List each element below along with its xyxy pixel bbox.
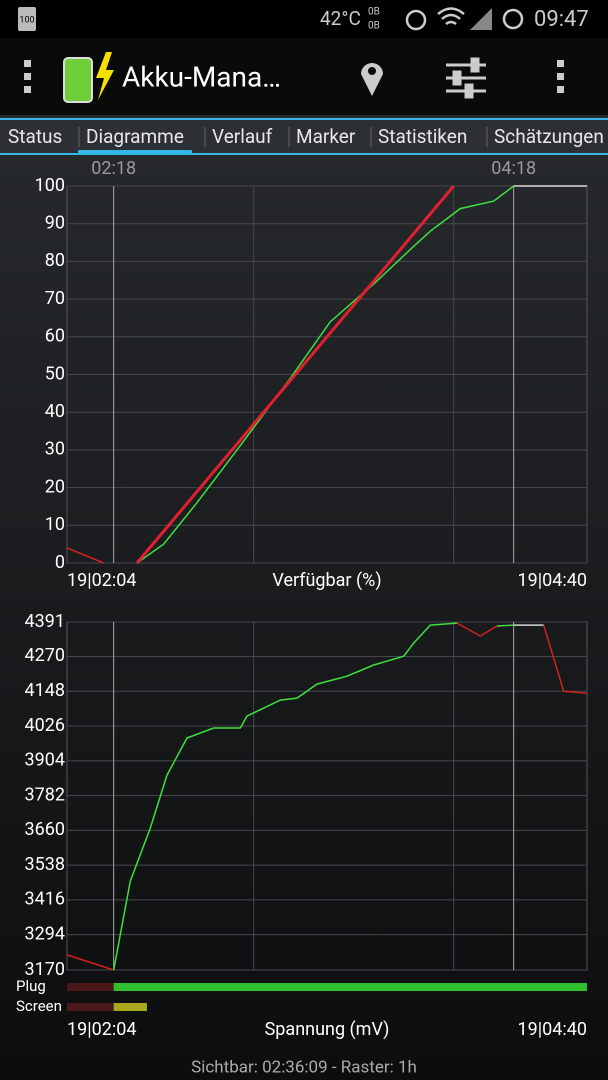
x-tick-label: 19|04:40 [518, 570, 587, 591]
marker-label: 04:18 [491, 158, 536, 179]
location-button[interactable] [361, 63, 383, 96]
state-segment [113, 983, 588, 991]
tab-indicator [78, 150, 192, 154]
x-tick-label: 19|04:40 [518, 1019, 587, 1040]
y-tick-label: 50 [45, 363, 65, 384]
y-tick-label: 100 [35, 175, 65, 196]
y-tick-label: 20 [45, 476, 65, 497]
y-tick-label: 3538 [25, 854, 65, 875]
data-line [66, 954, 114, 971]
y-tick-label: 40 [45, 401, 65, 422]
data-line [456, 622, 498, 637]
menu-button[interactable] [24, 60, 31, 93]
battery-icon [18, 7, 36, 31]
tab[interactable]: Schätzungen [494, 125, 604, 148]
tab[interactable]: Status [8, 125, 62, 148]
y-tick-label: 3416 [25, 889, 65, 910]
y-tick-label: 70 [45, 288, 65, 309]
y-tick-label: 3904 [25, 750, 65, 771]
data-line [136, 185, 515, 564]
overflow-button[interactable] [557, 60, 564, 93]
data-line [496, 624, 514, 627]
app-icon-bolt [96, 52, 114, 100]
tab[interactable]: Diagramme [86, 125, 184, 148]
chart-title: Spannung (mV) [265, 1019, 390, 1040]
wifi-icon [437, 7, 465, 26]
state-segment [67, 1003, 114, 1011]
y-tick-label: 3660 [25, 819, 65, 840]
sync-icon [502, 8, 524, 30]
data-line [542, 624, 588, 695]
data-line [66, 547, 104, 564]
marker-label: 02:18 [91, 158, 136, 179]
y-tick-label: 10 [45, 514, 65, 535]
clock: 09:47 [534, 7, 589, 32]
footer: Sichtbar: 02:36:09 - Raster: 1h [191, 1057, 417, 1077]
y-tick-label: 3782 [25, 784, 65, 805]
y-tick-label: 4148 [25, 680, 65, 701]
y-tick-label: 4391 [25, 611, 65, 632]
y-tick-label: 90 [45, 212, 65, 233]
location-dot [368, 67, 376, 75]
app-title: Akku-Mana… [122, 60, 281, 93]
temperature: 42°C [320, 7, 361, 30]
settings-button[interactable] [446, 57, 486, 99]
x-tick-label: 19|02:04 [67, 1019, 136, 1040]
y-tick-label: 30 [45, 439, 65, 460]
tab-bar [0, 118, 608, 155]
y-tick-label: 3170 [25, 959, 65, 980]
y-tick-label: 4026 [25, 715, 65, 736]
chart-title: Verfügbar (%) [272, 570, 381, 591]
y-tick-label: 3294 [25, 923, 65, 944]
net-down: 0B [368, 21, 380, 32]
tab[interactable]: Verlauf [212, 125, 273, 148]
state-segment [67, 983, 114, 991]
data-line [112, 622, 458, 971]
app-icon [63, 57, 93, 103]
tab[interactable]: Marker [296, 125, 356, 148]
alarm-icon [405, 9, 427, 31]
state-label: Plug [16, 977, 46, 995]
state-label: Screen [16, 997, 62, 1015]
net-up: 0B [368, 7, 380, 18]
x-tick-label: 19|02:04 [67, 570, 136, 591]
status-bar [0, 0, 608, 38]
data-line [135, 185, 455, 564]
y-tick-label: 4270 [25, 645, 65, 666]
signal-icon [470, 8, 492, 30]
y-tick-label: 80 [45, 250, 65, 271]
y-tick-label: 0 [55, 552, 65, 573]
state-segment [113, 1003, 147, 1011]
battery-level: 100 [19, 15, 34, 25]
y-tick-label: 60 [45, 326, 65, 347]
tab[interactable]: Statistiken [378, 125, 467, 148]
